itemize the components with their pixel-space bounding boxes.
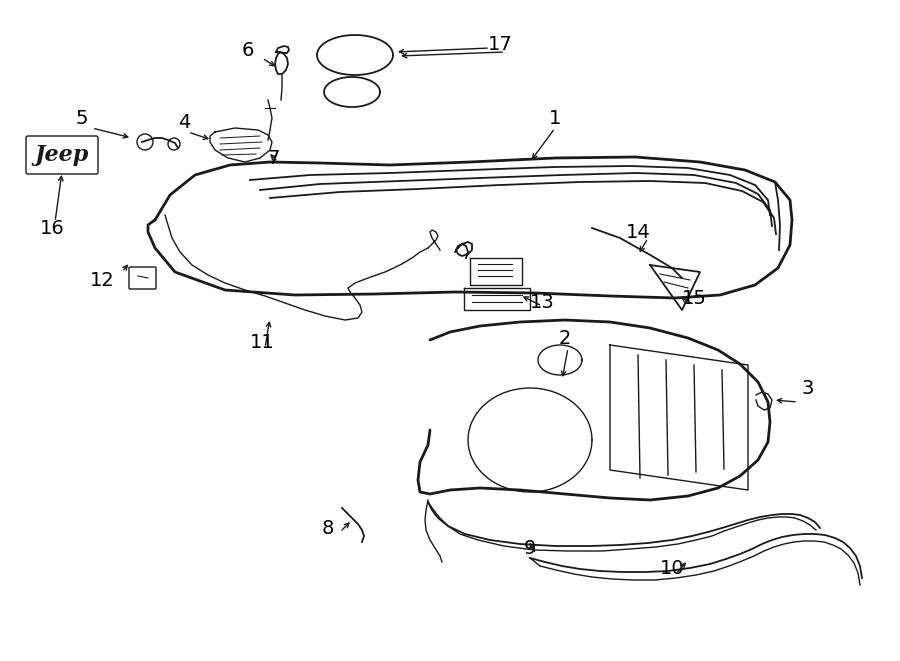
Text: 14: 14 — [626, 223, 651, 241]
Text: 12: 12 — [90, 270, 114, 290]
Text: 1: 1 — [549, 108, 562, 128]
Text: 4: 4 — [178, 112, 190, 132]
Text: 11: 11 — [249, 332, 274, 352]
Text: Jeep: Jeep — [35, 144, 89, 166]
Text: 7: 7 — [268, 149, 280, 167]
Text: 17: 17 — [488, 34, 512, 54]
Text: 8: 8 — [322, 518, 334, 537]
Text: 5: 5 — [76, 108, 88, 128]
Text: 2: 2 — [559, 329, 572, 348]
Text: 10: 10 — [660, 559, 684, 578]
Text: 9: 9 — [524, 539, 536, 557]
Text: 6: 6 — [242, 40, 254, 59]
Text: 15: 15 — [681, 288, 706, 307]
Text: 13: 13 — [529, 293, 554, 311]
Text: 3: 3 — [802, 379, 814, 397]
Text: 16: 16 — [40, 219, 65, 237]
